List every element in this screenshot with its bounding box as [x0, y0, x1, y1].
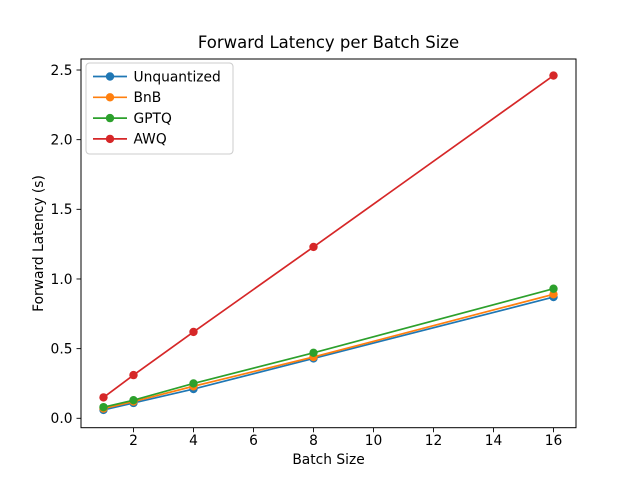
y-axis-label: Forward Latency (s)	[31, 175, 47, 312]
data-point-awq	[189, 327, 198, 337]
y-tick-label: 1.0	[51, 272, 73, 288]
x-tick-label: 10	[365, 433, 383, 449]
y-tick-label: 2.0	[51, 132, 73, 148]
plot-spines	[80, 58, 577, 429]
legend-label-bnb: BnB	[134, 90, 162, 106]
y-tick-label: 1.5	[51, 202, 73, 218]
y-tick-label: 0.5	[51, 341, 73, 357]
data-point-awq	[129, 370, 138, 380]
x-tick-label: 6	[249, 433, 258, 449]
legend-marker-bnb	[105, 93, 115, 102]
data-point-gptq	[99, 402, 108, 412]
x-tick-label: 4	[189, 433, 198, 449]
data-point-gptq	[549, 284, 558, 293]
series-line-bnb	[103, 293, 554, 410]
legend-marker-gptq	[105, 113, 115, 123]
x-tick-label: 2	[129, 433, 138, 449]
data-point-gptq	[129, 395, 138, 405]
x-tick-label: 12	[425, 433, 443, 449]
data-point-awq	[309, 242, 318, 252]
x-tick-label: 14	[485, 433, 503, 449]
data-point-gptq	[309, 348, 318, 358]
data-point-gptq	[189, 379, 198, 388]
legend-box	[85, 62, 234, 155]
axes: 2 4 6 8 10 12 14 16 0.0 0.5 1.0 1.5 2.0 2.5	[51, 58, 577, 449]
y-tick-label: 0.0	[51, 411, 73, 427]
chart-title: Forward Latency per Batch Size	[198, 33, 459, 52]
data-point-awq	[549, 71, 558, 80]
x-axis-label: Batch Size	[292, 452, 364, 468]
legend-label-unquantized: Unquantized	[134, 69, 221, 85]
legend-marker-unquantized	[105, 72, 115, 81]
data-series	[99, 71, 558, 415]
y-tick-label: 2.5	[51, 63, 73, 79]
legend-marker-awq	[105, 134, 115, 144]
legend-label-awq: AWQ	[134, 132, 167, 148]
legend-label-gptq: GPTQ	[134, 111, 172, 127]
x-tick-label: 8	[309, 433, 318, 449]
x-tick-label: 16	[545, 433, 563, 449]
data-point-awq	[99, 393, 108, 402]
legend: Unquantized BnB GPTQ AWQ	[85, 62, 234, 155]
